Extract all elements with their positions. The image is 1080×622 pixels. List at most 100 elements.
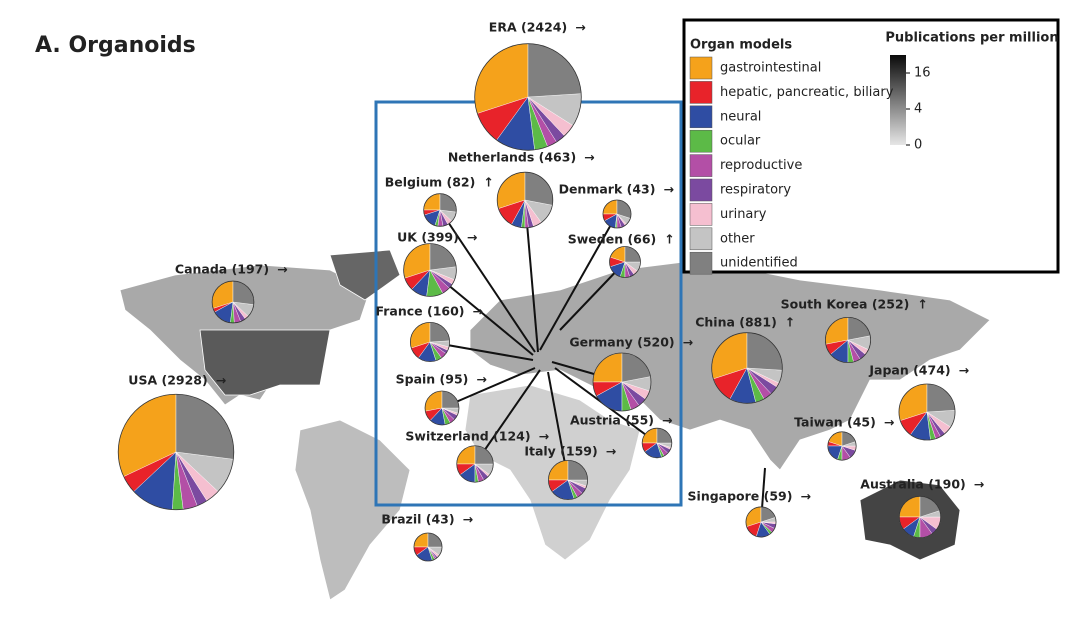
legend-label: hepatic, pancreatic, biliary bbox=[720, 85, 894, 100]
country-label: China (881) bbox=[695, 315, 777, 330]
legend-label: respiratory bbox=[720, 183, 791, 198]
legend-swatch bbox=[689, 129, 713, 153]
legend-label: reproductive bbox=[720, 158, 802, 173]
country-label: Netherlands (463) bbox=[448, 150, 576, 165]
trend-arrow: → bbox=[463, 512, 473, 527]
pie-outline bbox=[547, 459, 589, 501]
country-label: Italy (159) bbox=[524, 444, 597, 459]
leader-line bbox=[474, 369, 541, 465]
pie-outline bbox=[609, 246, 641, 278]
legend-label: other bbox=[720, 231, 755, 246]
trend-arrow: → bbox=[476, 372, 486, 387]
pie-outline bbox=[898, 495, 942, 539]
pie-outline bbox=[423, 193, 457, 227]
trend-arrow: ↑ bbox=[483, 175, 493, 190]
country-label: Belgium (82) bbox=[385, 175, 476, 190]
country-label: Austria (55) bbox=[570, 413, 654, 428]
legend-box bbox=[682, 18, 1060, 274]
pie-outline bbox=[211, 280, 255, 324]
pie-outline bbox=[641, 427, 673, 459]
pie-outline bbox=[456, 445, 494, 483]
country-label: Spain (95) bbox=[396, 372, 469, 387]
legend-swatch bbox=[689, 56, 713, 80]
pie-wedge bbox=[429, 243, 457, 271]
trend-arrow: ↑ bbox=[917, 297, 927, 312]
legend-swatch bbox=[689, 81, 713, 104]
leader-line bbox=[539, 213, 618, 351]
pie-outline bbox=[898, 383, 956, 441]
country-label: South Korea (252) bbox=[781, 297, 910, 312]
trend-arrow: → bbox=[473, 304, 483, 319]
country-label: Singapore (59) bbox=[688, 489, 793, 504]
trend-arrow: → bbox=[663, 182, 673, 197]
legend-label: neural bbox=[720, 109, 761, 124]
figure-title: A. Organoids bbox=[35, 33, 196, 58]
trend-arrow: → bbox=[467, 230, 477, 245]
leader-line bbox=[439, 209, 536, 353]
colorbar bbox=[890, 55, 906, 145]
legend-label: unidentified bbox=[720, 256, 798, 271]
trend-arrow: ↑ bbox=[785, 315, 795, 330]
trend-arrow: → bbox=[584, 150, 594, 165]
legend-swatch bbox=[689, 227, 713, 251]
pie-wedge bbox=[524, 172, 553, 206]
legend-swatch bbox=[689, 154, 713, 177]
country-label: Switzerland (124) bbox=[405, 429, 530, 444]
trend-arrow: → bbox=[683, 335, 693, 350]
legend-swatch bbox=[689, 105, 713, 129]
trend-arrow: → bbox=[884, 415, 894, 430]
pie-outline bbox=[602, 199, 632, 229]
country-label: Canada (197) bbox=[175, 262, 269, 277]
pie-outline bbox=[827, 431, 857, 461]
trend-arrow: → bbox=[662, 413, 672, 428]
country-label: USA (2928) bbox=[128, 373, 207, 388]
pie-outline bbox=[745, 506, 777, 538]
colorbar-tick-label: 16 bbox=[914, 66, 931, 81]
legend-swatch bbox=[689, 251, 713, 275]
country-label: Germany (520) bbox=[569, 335, 674, 350]
pie-outline bbox=[117, 393, 235, 511]
pie-outline bbox=[824, 316, 872, 364]
trend-arrow: → bbox=[606, 444, 616, 459]
pie-wedge bbox=[926, 383, 956, 413]
colorbar-tick-label: 0 bbox=[914, 138, 922, 153]
pie-outline bbox=[403, 243, 457, 297]
legend-label: ocular bbox=[720, 134, 761, 149]
pie-wedge bbox=[439, 193, 457, 213]
country-label: UK (399) bbox=[397, 230, 459, 245]
country-label: Brazil (43) bbox=[381, 512, 454, 527]
trend-arrow: ↑ bbox=[664, 232, 674, 247]
country-label: Japan (474) bbox=[868, 363, 950, 378]
legend-title: Organ models bbox=[690, 38, 792, 53]
legend-label: gastrointestinal bbox=[720, 61, 821, 76]
trend-arrow: → bbox=[539, 429, 549, 444]
trend-arrow: → bbox=[959, 363, 969, 378]
leader-lines bbox=[429, 199, 766, 523]
pie-outline bbox=[592, 352, 652, 412]
pie-wedge bbox=[424, 390, 443, 412]
country-label: Australia (190) bbox=[860, 477, 965, 492]
pie-outline bbox=[711, 332, 783, 404]
trend-arrow: → bbox=[974, 477, 984, 492]
trend-arrow: → bbox=[277, 262, 287, 277]
colorbar-title: Publications per million bbox=[885, 31, 1058, 46]
pie-outline bbox=[496, 171, 554, 229]
legend-swatch bbox=[689, 203, 713, 226]
legend-swatch bbox=[689, 178, 713, 202]
country-label: Sweden (66) bbox=[568, 232, 657, 247]
pie-outline bbox=[409, 321, 451, 363]
country-label: France (160) bbox=[376, 304, 465, 319]
colorbar-tick-label: 4 bbox=[914, 102, 922, 117]
trend-arrow: → bbox=[216, 373, 226, 388]
trend-arrow: → bbox=[800, 489, 810, 504]
country-label: ERA (2424) bbox=[489, 20, 567, 35]
pie-outline bbox=[424, 390, 460, 426]
pie-wedge bbox=[527, 43, 582, 98]
pie-outline bbox=[474, 43, 582, 151]
country-label: Taiwan (45) bbox=[794, 415, 876, 430]
country-label: Denmark (43) bbox=[559, 182, 656, 197]
pie-outline bbox=[413, 532, 443, 562]
legend-label: urinary bbox=[720, 207, 767, 222]
trend-arrow: → bbox=[575, 20, 585, 35]
